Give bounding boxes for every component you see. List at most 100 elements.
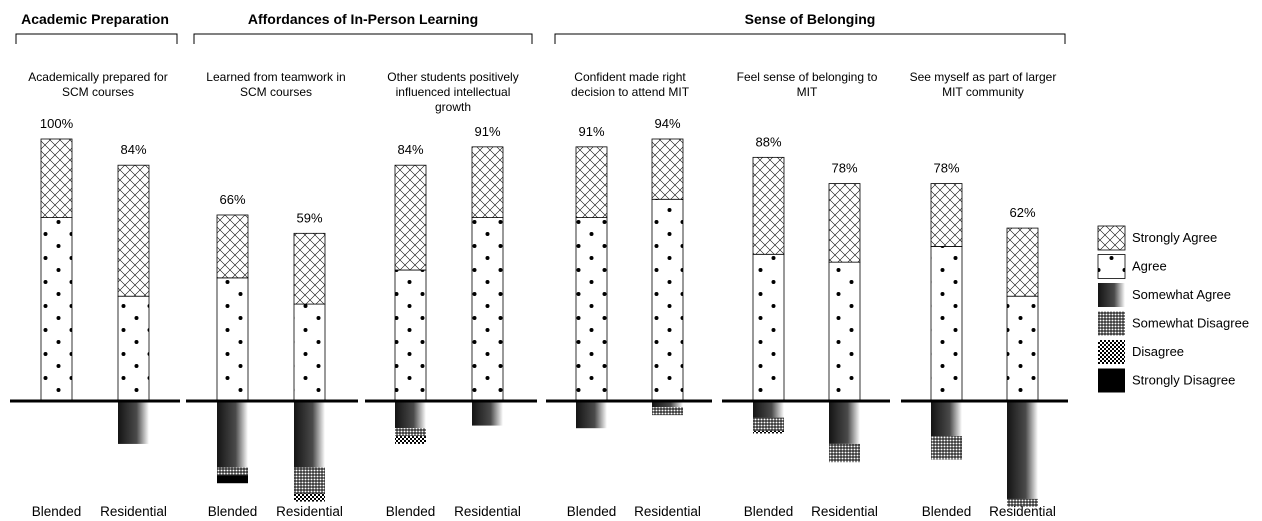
bar-agree [293, 303, 326, 402]
bar-somewhat-disagree [652, 407, 683, 416]
bar-somewhat-agree [829, 402, 860, 444]
legend-swatch [1097, 254, 1126, 279]
legend-label: Agree [1132, 259, 1167, 274]
value-label: 84% [397, 142, 423, 157]
group-title: Sense of Belonging [745, 11, 876, 27]
bar-strongly-agree [575, 146, 608, 218]
category-label: Residential [634, 504, 701, 519]
question-title: growth [435, 100, 471, 114]
bar-agree [651, 198, 684, 402]
category-label: Blended [208, 504, 258, 519]
bar-somewhat-agree [217, 402, 248, 468]
bar-strongly-agree [394, 164, 427, 271]
bar-somewhat-agree [118, 402, 149, 444]
bar-somewhat-agree [395, 402, 426, 429]
category-label: Residential [989, 504, 1056, 519]
value-label: 94% [654, 116, 680, 131]
bar-disagree [753, 430, 784, 434]
value-label: 66% [219, 192, 245, 207]
bar-strongly-agree [828, 183, 861, 263]
question-title: See myself as part of larger [910, 70, 1057, 84]
bar-somewhat-disagree [1007, 498, 1038, 507]
bar-agree [394, 269, 427, 402]
bar-somewhat-disagree [294, 467, 325, 494]
bar-strongly-agree [117, 164, 150, 297]
question-title: MIT [797, 85, 818, 99]
value-label: 84% [120, 142, 146, 157]
bar-strongly-agree [930, 183, 963, 247]
bar-strongly-agree [293, 232, 326, 305]
bar-somewhat-agree [472, 402, 503, 426]
group-bracket [15, 33, 178, 44]
bars [40, 138, 1039, 507]
bar-strongly-agree [651, 138, 684, 200]
bar-disagree [395, 436, 426, 444]
legend-label: Strongly Disagree [1132, 373, 1235, 388]
question-title: Feel sense of belonging to [737, 70, 878, 84]
legend-swatch [1098, 368, 1125, 393]
value-label: 88% [755, 134, 781, 149]
value-label: 78% [933, 161, 959, 176]
bar-somewhat-agree [294, 402, 325, 468]
category-label: Residential [811, 504, 878, 519]
legend: Strongly Agree Agree Somewhat Agree Somewha… [1097, 225, 1249, 393]
group-bracket [554, 33, 1066, 44]
bar-strongly-agree [1006, 227, 1039, 297]
value-label: 78% [831, 161, 857, 176]
bar-agree [471, 217, 504, 402]
legend-label: Disagree [1132, 344, 1184, 359]
bar-somewhat-disagree [829, 443, 860, 463]
bar-somewhat-agree [931, 402, 962, 437]
bar-agree [1006, 295, 1039, 402]
value-label: 100% [40, 116, 74, 131]
bar-agree [117, 295, 150, 402]
bar-somewhat-agree [652, 402, 683, 408]
legend-swatch [1097, 225, 1126, 251]
value-label: 62% [1009, 205, 1035, 220]
bar-somewhat-disagree [753, 417, 784, 431]
legend-swatch [1098, 340, 1125, 364]
category-label: Residential [100, 504, 167, 519]
category-label: Blended [922, 504, 972, 519]
bar-somewhat-agree [753, 402, 784, 418]
bar-somewhat-agree [1007, 402, 1038, 499]
group-title: Academic Preparation [21, 11, 169, 27]
bar-strongly-agree [40, 138, 73, 218]
legend-swatch [1098, 311, 1125, 336]
bar-agree [216, 277, 249, 402]
bar-strongly-agree [471, 146, 504, 218]
category-label: Blended [567, 504, 617, 519]
category-labels: Blended Residential Blended Residential Blen… [32, 504, 1056, 519]
bar-strongly-agree [752, 156, 785, 255]
question-title: Other students positively [387, 70, 518, 84]
category-label: Blended [744, 504, 794, 519]
question-title: Learned from teamwork in [206, 70, 345, 84]
legend-label: Strongly Agree [1132, 230, 1217, 245]
question-title: SCM courses [62, 85, 134, 99]
question-title: MIT community [942, 85, 1024, 99]
category-label: Residential [276, 504, 343, 519]
value-label: 91% [474, 124, 500, 139]
value-labels: 100% 84% 66% 59% 84% 91% 91% 94% 88% 78% 78% 62% [40, 116, 1036, 225]
question-title: decision to attend MIT [571, 85, 690, 99]
legend-label: Somewhat Disagree [1132, 316, 1249, 331]
group-brackets: Academic Preparation Affordances of In-Pe… [15, 11, 1066, 44]
question-title: Academically prepared for [28, 70, 167, 84]
value-label: 91% [578, 124, 604, 139]
bar-disagree [294, 493, 325, 502]
bar-somewhat-disagree [931, 436, 962, 460]
bar-agree [40, 217, 73, 402]
group-bracket [193, 33, 533, 44]
question-title: SCM courses [240, 85, 312, 99]
bar-somewhat-disagree [395, 428, 426, 437]
value-label: 59% [296, 210, 322, 225]
bar-agree [575, 217, 608, 402]
bar-strongly-agree [216, 214, 249, 279]
category-label: Residential [454, 504, 521, 519]
question-title: influenced intellectual [396, 85, 511, 99]
bar-agree [828, 261, 861, 402]
bar-somewhat-disagree [217, 467, 248, 476]
question-title: Confident made right [574, 70, 686, 84]
